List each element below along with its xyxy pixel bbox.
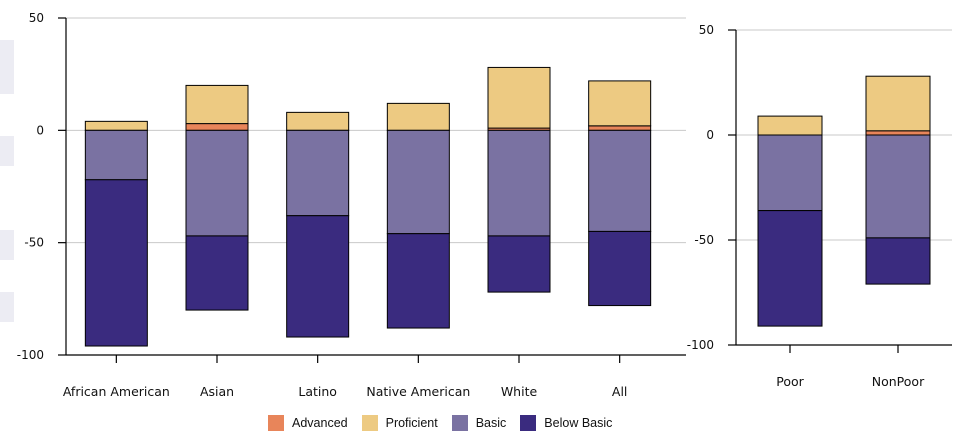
sidebar-strip: [0, 292, 14, 322]
legend-swatch-advanced: [268, 415, 284, 431]
bar-poor-below-basic: [757, 210, 823, 327]
bar-white-below-basic: [487, 235, 551, 293]
bar-nonpoor-below-basic: [865, 237, 931, 285]
bar-asian-basic: [185, 129, 249, 237]
legend-label-basic: Basic: [475, 416, 507, 430]
y-tick-label: -100: [687, 338, 714, 352]
bar-african-american-basic: [84, 129, 148, 181]
legend-item-basic: Basic: [451, 415, 507, 431]
bar-native-american-basic: [386, 129, 450, 235]
x-tick-label-african-american: African American: [63, 384, 170, 399]
x-tick-label-asian: Asian: [200, 384, 234, 399]
bar-latino-basic: [286, 129, 350, 217]
legend-item-proficient: Proficient: [361, 415, 438, 431]
x-tick-label-white: White: [501, 384, 538, 399]
y-tick-label: 50: [699, 23, 714, 37]
y-tick-label: -100: [17, 348, 44, 362]
bar-asian-advanced: [185, 123, 249, 131]
bar-asian-proficient: [185, 84, 249, 125]
sidebar-strip: [0, 136, 14, 166]
y-tick-label: 50: [29, 11, 44, 25]
bar-nonpoor-proficient: [865, 75, 931, 132]
x-tick-label-latino: Latino: [298, 384, 337, 399]
bar-native-american-below-basic: [386, 233, 450, 329]
legend-label-below-basic: Below Basic: [544, 416, 613, 430]
y-tick-label: 0: [706, 128, 714, 142]
bar-latino-proficient: [286, 111, 350, 131]
legend-swatch-basic: [451, 415, 468, 431]
legend: Advanced Proficient Basic Below Basic: [268, 414, 612, 432]
sidebar-strip: [0, 40, 14, 94]
bar-african-american-below-basic: [84, 179, 148, 347]
y-tick-label: -50: [24, 236, 44, 250]
bar-nonpoor-advanced: [865, 130, 931, 136]
bar-all-basic: [588, 129, 652, 232]
bar-white-proficient: [487, 66, 551, 129]
legend-item-below-basic: Below Basic: [520, 415, 612, 431]
bar-nonpoor-basic: [865, 134, 931, 239]
y-tick-label: -50: [694, 233, 714, 247]
legend-swatch-proficient: [361, 415, 378, 431]
x-tick-label-all: All: [612, 384, 628, 399]
bar-african-american-proficient: [84, 120, 148, 131]
bar-native-american-proficient: [386, 102, 450, 131]
sidebar-strip: [0, 230, 14, 260]
bar-poor-basic: [757, 134, 823, 212]
y-tick-label: 0: [36, 123, 44, 137]
bar-asian-below-basic: [185, 235, 249, 311]
legend-label-proficient: Proficient: [385, 416, 438, 430]
bar-latino-below-basic: [286, 215, 350, 338]
x-tick-label-native-american: Native American: [366, 384, 470, 399]
legend-item-advanced: Advanced: [268, 415, 348, 431]
bar-all-advanced: [588, 125, 652, 131]
bar-all-below-basic: [588, 230, 652, 307]
legend-label-advanced: Advanced: [292, 416, 348, 430]
legend-swatch-below-basic: [520, 415, 537, 431]
bar-all-proficient: [588, 80, 652, 127]
x-tick-label-nonpoor: NonPoor: [872, 374, 925, 389]
x-tick-label-poor: Poor: [776, 374, 804, 389]
bar-white-basic: [487, 129, 551, 237]
bar-poor-proficient: [757, 115, 823, 136]
